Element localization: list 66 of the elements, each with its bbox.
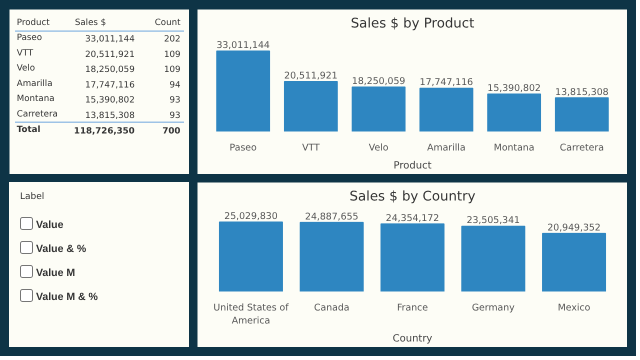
category-label: Value M & % — [36, 290, 98, 303]
x-tick-label: Canada — [314, 302, 350, 314]
category-label: Value M — [36, 266, 76, 279]
data-label: 23,505,341 — [466, 215, 520, 226]
bar — [419, 88, 474, 132]
text: 17,747,116 — [85, 80, 135, 90]
text: 118,726,350 — [74, 126, 135, 136]
data-label: 13,815,308 — [555, 86, 609, 98]
x-tick-label: Amarilla — [427, 142, 466, 154]
bar — [218, 222, 283, 292]
text: VTT — [16, 48, 34, 58]
x-axis-title: Country — [392, 334, 432, 345]
bar — [487, 93, 542, 132]
text: Velo — [16, 64, 36, 74]
chart-title: Sales $ by Country — [350, 190, 476, 204]
x-tick-label: Velo — [368, 142, 389, 154]
text: 700 — [162, 126, 180, 136]
data-label: 18,250,059 — [352, 76, 406, 87]
x-axis-title: Product — [394, 160, 432, 172]
text: 94 — [169, 80, 181, 90]
text: 13,815,308 — [85, 111, 135, 122]
text: 93 — [169, 96, 180, 106]
bar — [216, 50, 270, 132]
text: 202 — [164, 34, 180, 45]
data-label: 33,011,144 — [216, 40, 270, 51]
x-tick-label: Paseo — [230, 142, 258, 154]
chart-title: Sales $ by Product — [350, 16, 474, 32]
text: 33,011,144 — [85, 34, 136, 45]
text: Montana — [16, 94, 55, 104]
data-label: 24,887,655 — [305, 211, 358, 222]
text: 109 — [164, 50, 180, 60]
text: Paseo — [16, 33, 42, 44]
text: 18,250,059 — [85, 65, 135, 76]
bar — [284, 80, 338, 132]
bar — [542, 232, 606, 292]
text: 109 — [164, 65, 180, 76]
bar — [352, 86, 406, 132]
text: 15,390,802 — [85, 96, 135, 106]
category-label: Value & % — [36, 242, 86, 255]
text: Label — [20, 191, 44, 204]
data-label: 20,949,352 — [547, 222, 601, 234]
text: Sales $ — [74, 18, 106, 28]
text: Product — [16, 18, 50, 28]
data-label: 17,747,116 — [420, 77, 474, 88]
text: Carretera — [16, 110, 58, 120]
category-label: Value — [36, 218, 64, 231]
x-tick-label: VTT — [302, 142, 320, 154]
data-label: 20,511,921 — [284, 70, 338, 82]
text: Amarilla — [16, 78, 53, 89]
bar — [300, 222, 364, 292]
text: 20,511,921 — [85, 50, 135, 60]
x-tick-label: Germany — [472, 302, 516, 314]
x-tick-label: United States of America — [213, 302, 290, 327]
text: Total — [16, 124, 40, 135]
bar — [554, 97, 609, 132]
text: Count — [154, 18, 182, 28]
data-label: 24,354,172 — [386, 212, 440, 224]
x-tick-label: Carretera — [560, 142, 604, 154]
bar — [461, 226, 526, 292]
data-label: 25,029,830 — [224, 211, 278, 222]
text: 93 — [169, 111, 180, 122]
bar — [380, 223, 444, 292]
x-tick-label: Mexico — [558, 302, 591, 314]
x-tick-label: Montana — [494, 142, 534, 154]
data-label: 15,390,802 — [487, 82, 541, 94]
x-tick-label: France — [396, 302, 428, 314]
